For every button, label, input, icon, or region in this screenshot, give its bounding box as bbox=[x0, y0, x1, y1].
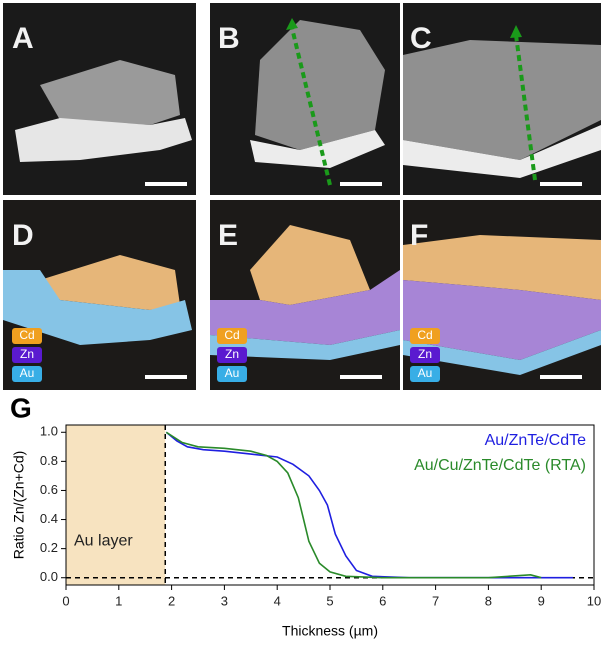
panel-b: B bbox=[210, 3, 400, 195]
series-line bbox=[165, 431, 542, 579]
x-tick-label: 0 bbox=[62, 593, 69, 608]
series-line bbox=[165, 431, 573, 579]
legend-label: Au bbox=[418, 366, 433, 380]
legend-label: Zn bbox=[225, 347, 239, 361]
line-chart: G Thickness (µm) Ratio Zn/(Zn+Cd) Au lay… bbox=[10, 392, 601, 638]
x-tick-label: 7 bbox=[432, 593, 439, 608]
legend-label: Zn bbox=[20, 347, 34, 361]
y-axis-label: Ratio Zn/(Zn+Cd) bbox=[11, 451, 27, 560]
x-tick-label: 8 bbox=[485, 593, 492, 608]
legend-label: Cd bbox=[19, 328, 34, 342]
x-tick-label: 9 bbox=[538, 593, 545, 608]
panel-d: D bbox=[3, 200, 196, 390]
x-axis-label: Thickness (µm) bbox=[282, 623, 378, 639]
x-tick-label: 6 bbox=[379, 593, 386, 608]
y-tick-label: 0.6 bbox=[40, 482, 58, 497]
panel-e: E bbox=[210, 200, 400, 390]
legend-label: Au/ZnTe/CdTe bbox=[485, 432, 586, 449]
y-tick-label: 0.8 bbox=[40, 453, 58, 468]
chart-title: G bbox=[10, 392, 32, 423]
x-tick-label: 1 bbox=[115, 593, 122, 608]
region-label: Au layer bbox=[74, 533, 133, 550]
panel-label: B bbox=[218, 22, 240, 55]
x-tick-label: 4 bbox=[274, 593, 281, 608]
y-tick-label: 0.4 bbox=[40, 511, 58, 526]
x-tick-label: 3 bbox=[221, 593, 228, 608]
x-tick-label: 5 bbox=[326, 593, 333, 608]
panel-label: A bbox=[12, 22, 34, 55]
panel-label: F bbox=[410, 219, 428, 252]
panel-label: D bbox=[12, 219, 34, 252]
x-tick-label: 2 bbox=[168, 593, 175, 608]
legend-label: Au bbox=[225, 366, 240, 380]
legend-label: Cd bbox=[224, 328, 239, 342]
y-tick-label: 1.0 bbox=[40, 424, 58, 439]
element-legends: Cd Zn Au Cd Zn Au Cd Zn Au bbox=[12, 328, 440, 382]
panel-c: C bbox=[403, 3, 601, 195]
panel-a: A bbox=[3, 3, 196, 195]
y-tick-label: 0.0 bbox=[40, 569, 58, 584]
au-layer-region bbox=[66, 425, 166, 585]
panel-label: E bbox=[218, 219, 238, 252]
legend-label: Au bbox=[20, 366, 35, 380]
y-tick-label: 0.2 bbox=[40, 540, 58, 555]
legend-label: Zn bbox=[418, 347, 432, 361]
panel-label: C bbox=[410, 22, 432, 55]
legend-label: Cd bbox=[417, 328, 432, 342]
legend-label: Au/Cu/ZnTe/CdTe (RTA) bbox=[414, 457, 586, 474]
x-tick-label: 10 bbox=[587, 593, 601, 608]
panel-f: F bbox=[403, 200, 601, 390]
